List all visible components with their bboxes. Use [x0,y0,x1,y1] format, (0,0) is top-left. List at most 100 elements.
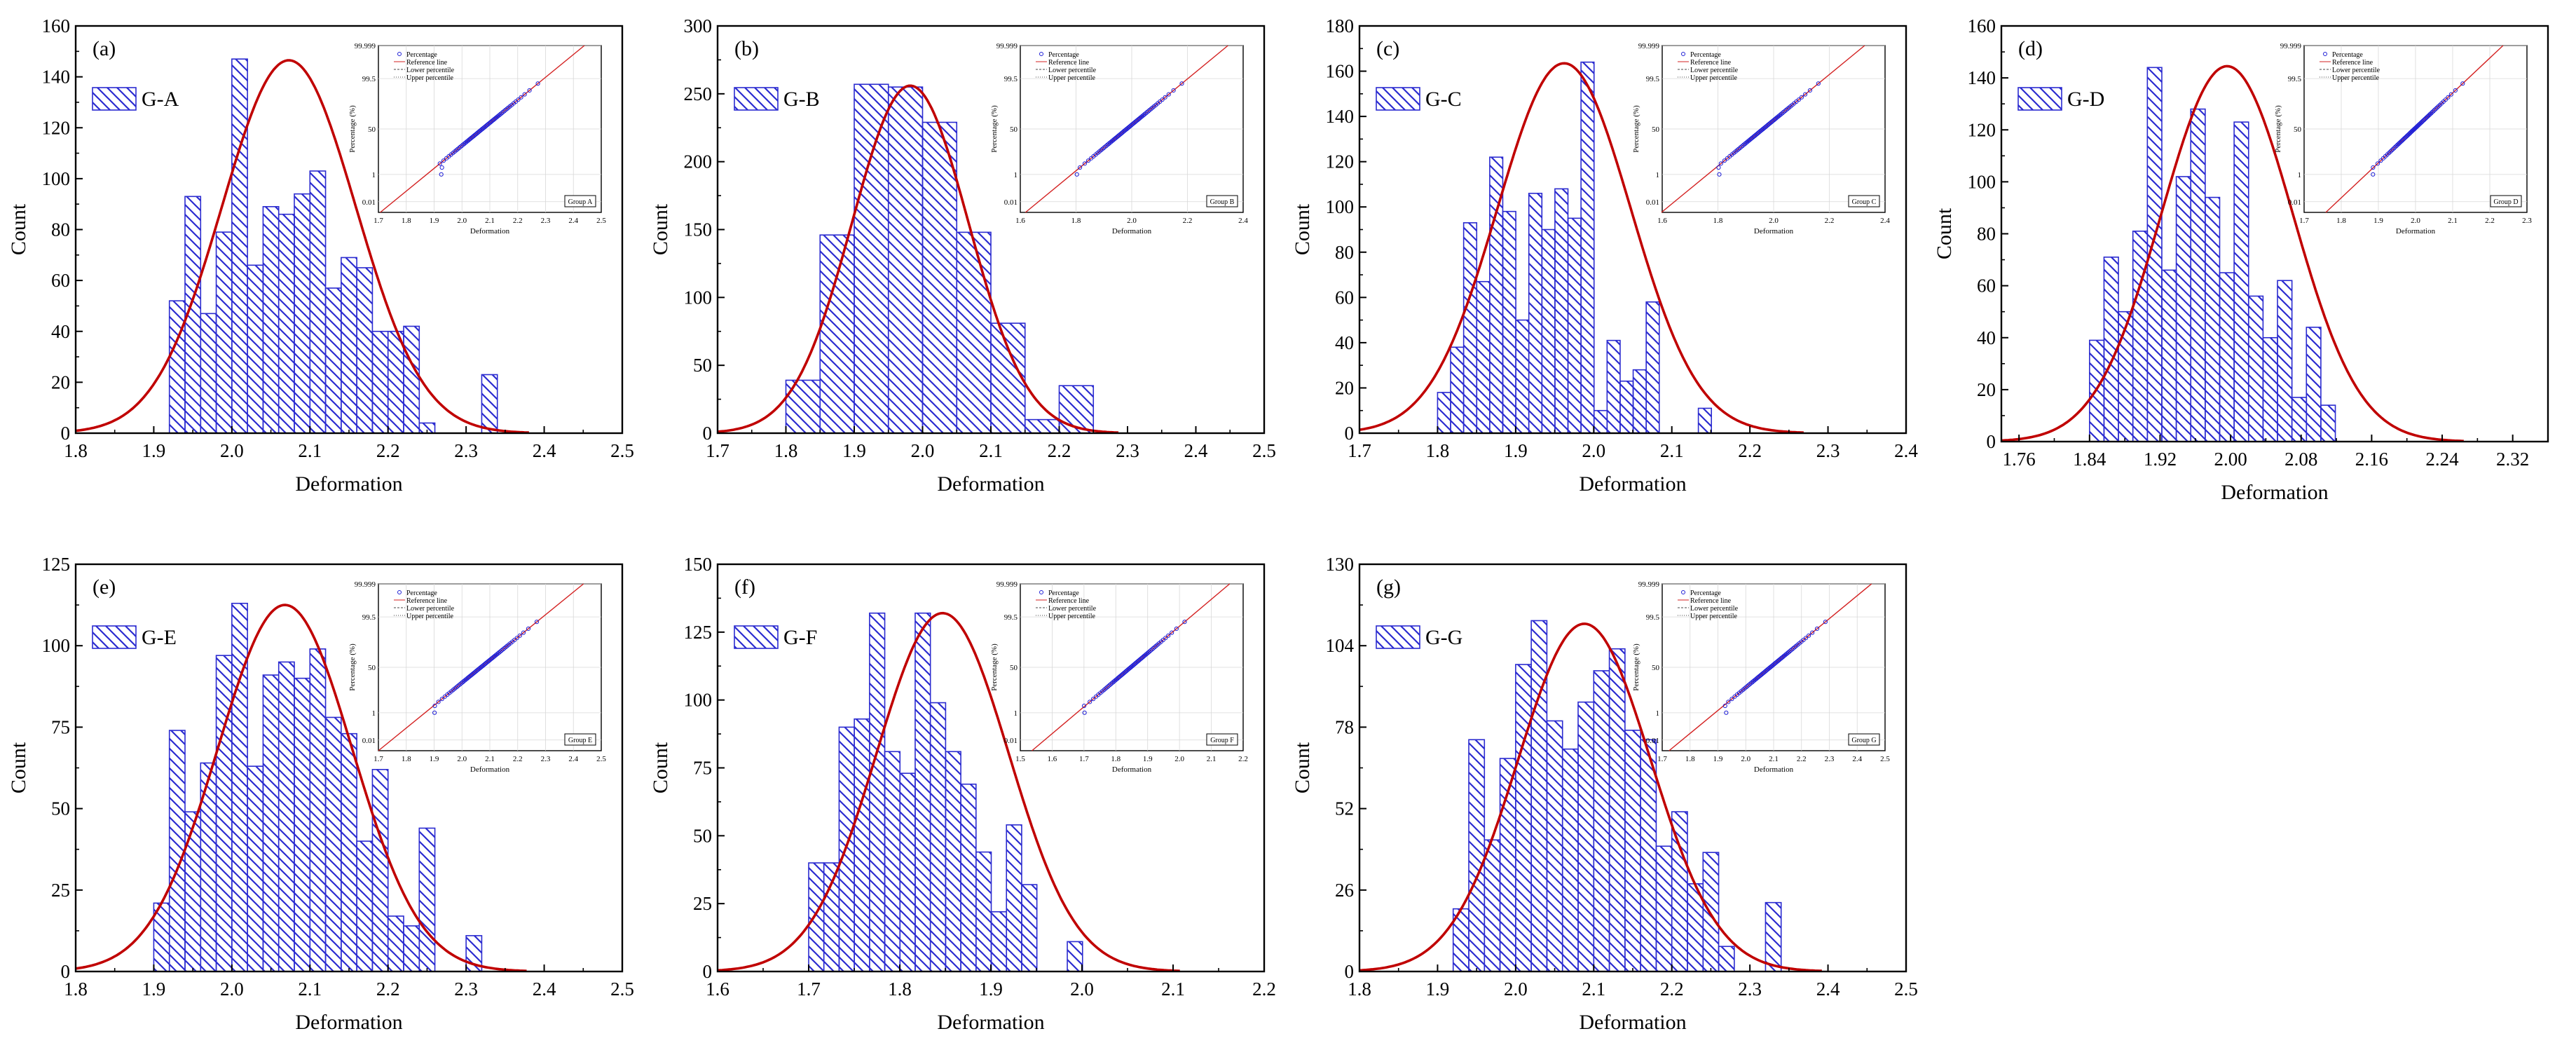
inset-y-tick-label: 99.5 [1004,613,1018,622]
x-tick-label: 2.2 [1252,979,1276,1000]
histogram-bar [294,194,310,433]
x-tick-label: 2.2 [1738,440,1762,461]
x-axis-title: Deformation [937,472,1044,496]
inset-x-axis-title: Deformation [470,227,510,236]
y-tick-label: 120 [1968,119,1996,140]
histogram-bar [200,313,216,433]
histogram-bar [1568,218,1582,433]
histogram-bar [341,257,357,433]
y-tick-label: 120 [42,117,71,138]
inset-y-tick-label: 99.5 [2288,75,2302,83]
inset-x-tick-label: 1.6 [1048,755,1057,763]
inset-x-tick-label: 2.1 [1769,755,1779,763]
x-axis-title: Deformation [937,1011,1044,1034]
inset-group-label: Group F [1210,737,1234,744]
inset-legend-label: Percentage [1690,589,1721,597]
inset-y-axis-title: Percentage (%) [990,643,999,691]
inset-x-tick-label: 2.0 [1769,217,1779,225]
chart-panel-g-g: 1.8 1.9 2.0 2.1 2.2 2.3 2.4 2.50265278104130Def… [1291,554,1918,1034]
inset-group-label: Group D [2493,198,2518,206]
chart-panel-g-f: 1.6 1.7 1.8 1.9 2.0 2.1 2.20255075100125150Def… [649,554,1276,1034]
inset-x-tick-label: 2.1 [485,755,495,763]
inset-x-tick-label: 2.0 [457,217,467,225]
histogram-bar [341,734,357,971]
inset-legend-label: Reference line [1690,59,1732,67]
y-tick-label: 140 [42,67,71,88]
y-tick-label: 0 [61,961,71,982]
inset-x-tick-label: 1.8 [1111,755,1121,763]
histogram-bar [824,863,840,971]
inset-legend-label: Upper percentile [1690,613,1737,620]
inset-y-tick-label: 99.999 [2280,42,2302,50]
histogram-bar [2292,397,2307,442]
y-tick-label: 250 [684,83,713,104]
histogram-bar [357,268,372,433]
inset-x-tick-label: 2.5 [1880,755,1890,763]
histogram-bar [1006,825,1022,971]
y-tick-label: 78 [1335,716,1354,737]
inset-y-tick-label: 50 [1652,664,1660,672]
histogram-bar [1555,189,1568,433]
y-tick-label: 0 [1987,431,1996,452]
x-tick-label: 2.0 [220,979,244,1000]
y-tick-label: 80 [1977,224,1996,245]
histogram-bar [1516,664,1531,971]
y-tick-label: 0 [1345,961,1355,982]
inset-legend-label: Upper percentile [406,613,453,620]
y-tick-label: 60 [1335,287,1354,308]
inset-x-axis-title: Deformation [1112,227,1152,236]
inset-y-tick-label: 50 [1010,125,1018,134]
inset-legend-label: Percentage [406,589,437,597]
y-tick-label: 52 [1335,798,1354,819]
legend-label: G-F [783,626,817,649]
inset-x-tick-label: 2.1 [2448,217,2458,225]
chart-panel-g-a: 1.8 1.9 2.0 2.1 2.2 2.3 2.4 2.50204060801001201… [7,15,634,496]
histogram-bar [809,863,824,971]
x-tick-label: 2.2 [1660,979,1684,1000]
panel-label: (f) [734,575,755,599]
y-tick-label: 0 [703,423,713,444]
inset-y-tick-label: 0.01 [1004,737,1018,745]
x-tick-label: 2.1 [1582,979,1605,1000]
x-axis-title: Deformation [1579,1011,1686,1034]
inset-y-tick-label: 0.01 [1646,737,1659,745]
inset-y-tick-label: 50 [1010,664,1018,672]
histogram-bar [2133,231,2148,442]
legend-swatch [1376,626,1420,648]
x-axis-title: Deformation [295,1011,402,1034]
legend-label: G-A [142,88,179,111]
x-tick-label: 1.8 [888,979,912,1000]
y-axis-title: Count [1933,207,1956,259]
histogram-bar [372,770,388,971]
histogram-bar [2177,177,2191,442]
x-tick-label: 1.8 [774,440,798,461]
x-tick-label: 2.2 [376,440,400,461]
histogram-bar [1640,739,1656,971]
x-axis-title: Deformation [2221,481,2328,504]
histogram-bar [976,852,992,971]
histogram-bar [870,613,885,971]
inset-x-tick-label: 1.8 [1685,755,1695,763]
inset-x-tick-label: 1.7 [1657,755,1667,763]
inset-y-tick-label: 99.5 [1646,613,1660,622]
y-tick-label: 120 [1326,151,1355,172]
inset-legend-label: Percentage [1690,51,1721,59]
x-tick-label: 1.9 [142,979,166,1000]
inset-group-label: Group E [568,737,592,744]
inset-y-tick-label: 99.999 [996,42,1018,50]
inset-x-tick-label: 2.0 [1174,755,1184,763]
histogram-bar [1529,193,1542,433]
x-tick-label: 1.9 [142,440,166,461]
inset-x-tick-label: 2.2 [1183,217,1193,225]
histogram-bar [1610,649,1625,971]
y-tick-label: 40 [1335,332,1354,353]
inset-x-tick-label: 1.8 [402,217,411,225]
y-tick-label: 40 [1977,327,1996,348]
histogram-bar [957,232,991,433]
x-tick-label: 1.9 [842,440,866,461]
histogram-bar [170,730,185,971]
x-tick-label: 2.4 [533,979,556,1000]
histogram-bar [372,332,388,433]
y-tick-label: 125 [684,622,713,643]
histogram-bar [2249,296,2263,442]
